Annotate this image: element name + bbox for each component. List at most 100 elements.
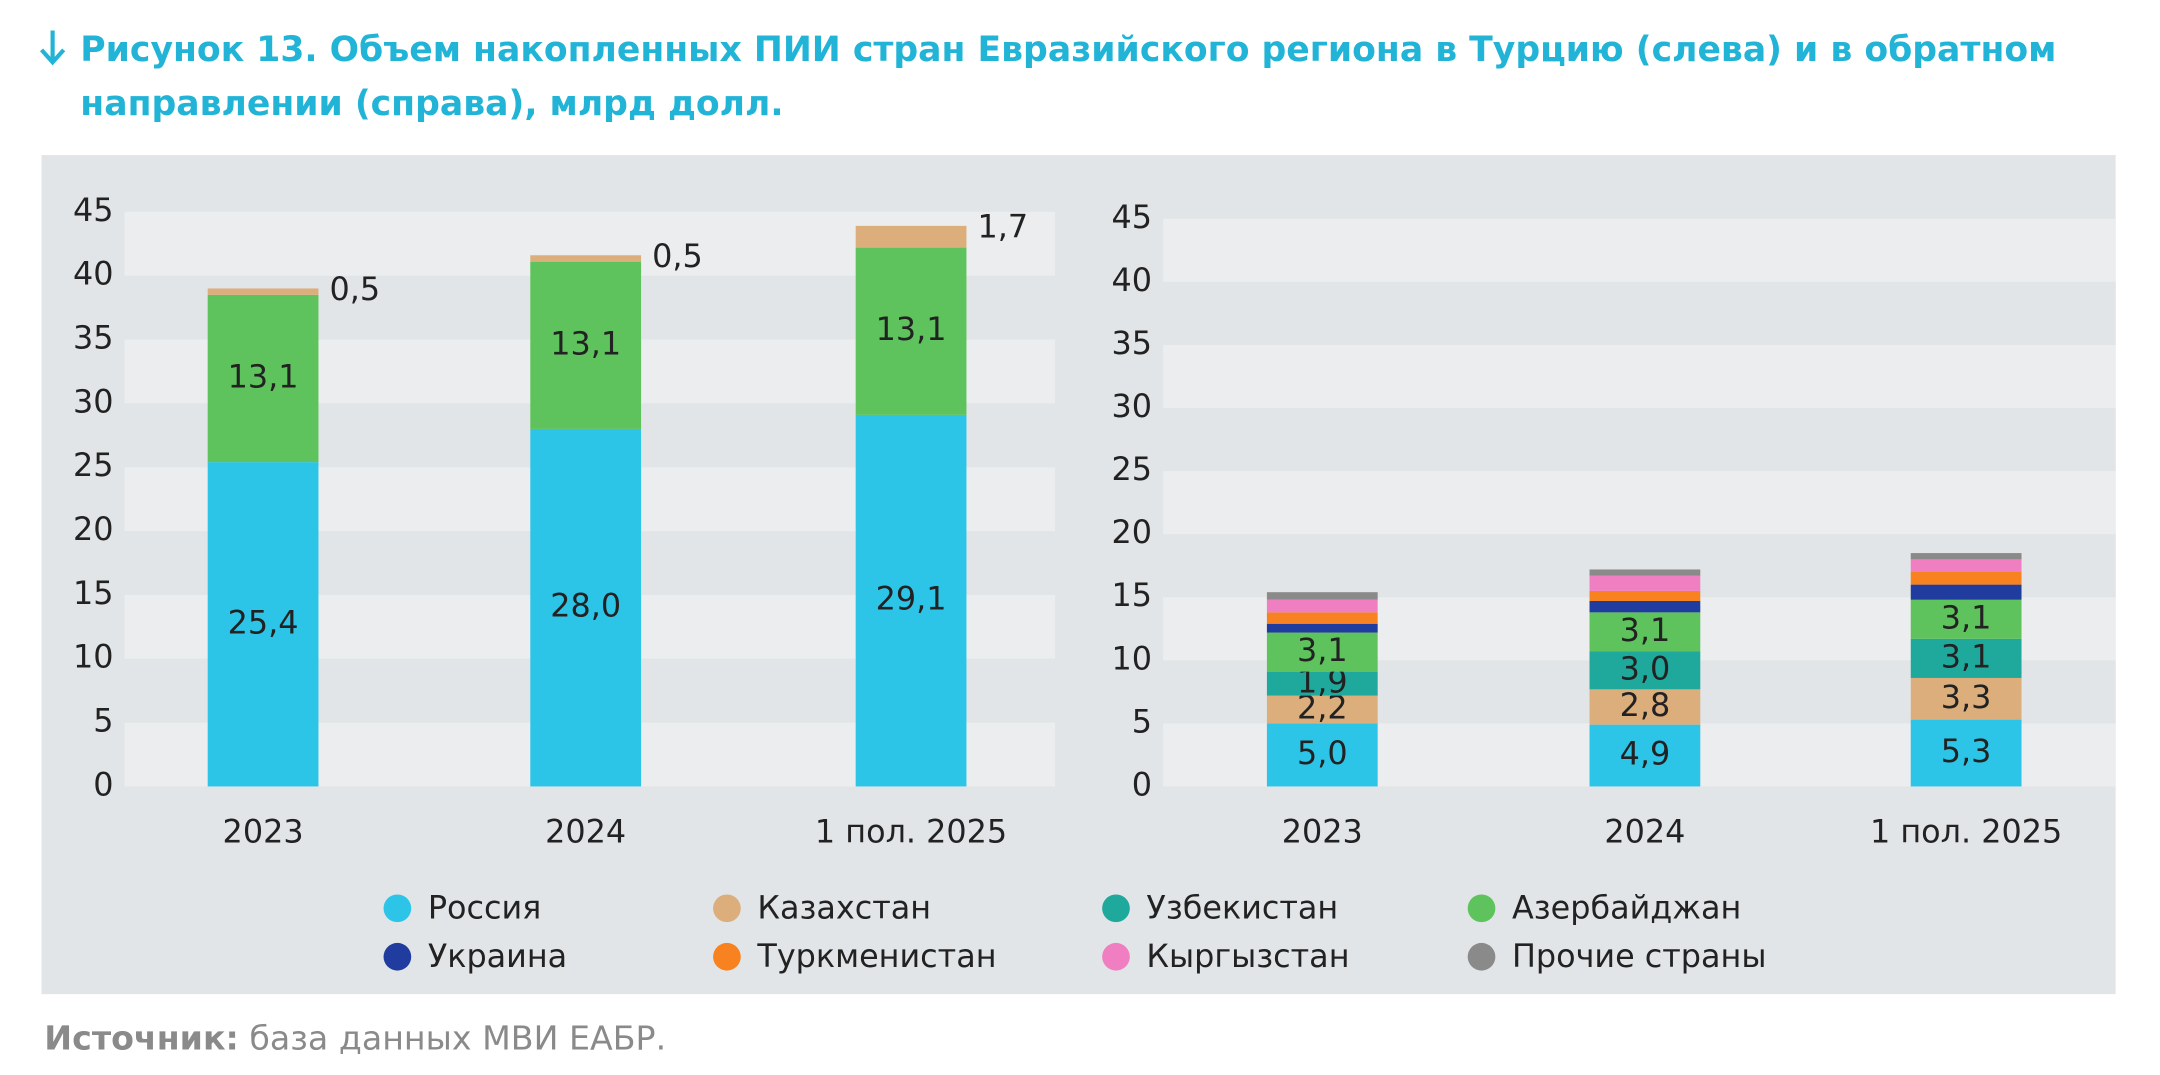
bar-segment	[1589, 575, 1701, 591]
y-tick-label: 45	[1111, 198, 1152, 236]
bar-segment	[1589, 569, 1701, 576]
source: Источник: база данных МВИ ЕАБР.	[44, 1019, 666, 1058]
value-label: 25,4	[228, 603, 299, 641]
y-tick-label: 5	[93, 702, 113, 740]
legend-marker	[1102, 942, 1130, 971]
bar-segment	[855, 247, 967, 415]
bar-segment	[855, 414, 967, 787]
bar-segment	[1266, 723, 1378, 787]
legend-label: Узбекистан	[1146, 889, 1338, 927]
value-label: 3,1	[1941, 637, 1992, 675]
y-tick-label: 35	[1111, 324, 1152, 362]
bar-segment	[530, 255, 642, 262]
legend-label: Украина	[428, 937, 567, 975]
bar-segment	[1266, 671, 1378, 696]
value-label: 3,1	[1297, 631, 1348, 669]
bar-segment	[1910, 553, 2022, 560]
y-tick-label: 30	[1111, 387, 1152, 425]
y-tick-label: 10	[1111, 639, 1152, 677]
y-tick-label: 15	[73, 574, 114, 612]
value-label: 0,5	[330, 270, 381, 308]
y-tick-label: 25	[73, 446, 114, 484]
value-label: 5,3	[1941, 732, 1992, 770]
bar-segment	[1910, 599, 2022, 639]
legend-label: Прочие страны	[1512, 937, 1767, 975]
grid-band	[1163, 471, 2116, 535]
value-label: 3,1	[1620, 611, 1671, 649]
value-label: 2,8	[1620, 686, 1671, 724]
bar-segment	[1910, 584, 2022, 600]
grid-band	[1163, 218, 2116, 282]
value-label: 13,1	[876, 310, 947, 348]
title-arrow	[39, 30, 66, 66]
bar-segment	[530, 428, 642, 787]
bar-segment	[1910, 571, 2022, 585]
bar-segment	[1266, 592, 1378, 600]
y-tick-label: 0	[93, 765, 113, 803]
grid-band	[1163, 407, 2116, 472]
value-label: 28,0	[550, 587, 621, 625]
bar-segment	[1266, 612, 1378, 624]
legend-label: Туркменистан	[756, 937, 996, 975]
bar-segment	[1266, 623, 1378, 633]
source-label: Источник:	[44, 1019, 239, 1058]
bar-segment	[1589, 689, 1701, 725]
grid-band	[1163, 344, 2116, 408]
value-label: 0,5	[652, 237, 703, 275]
value-label: 13,1	[550, 324, 621, 362]
legend-marker	[383, 942, 412, 971]
y-tick-label: 40	[73, 255, 114, 293]
bar-segment	[207, 294, 319, 463]
legend-marker	[1467, 894, 1496, 923]
bar-segment	[1589, 601, 1701, 613]
y-tick-label: 40	[1111, 261, 1152, 299]
x-tick-label: 2024	[1604, 813, 1685, 851]
y-tick-label: 10	[73, 638, 114, 676]
value-label: 5,0	[1297, 734, 1348, 772]
bar-segment	[1589, 590, 1701, 602]
bar-segment	[1910, 719, 2022, 787]
y-tick-label: 25	[1111, 450, 1152, 488]
bar-segment	[1266, 632, 1378, 672]
bar-segment	[1589, 724, 1701, 787]
x-tick-label: 1 пол. 2025	[1870, 813, 2062, 851]
bar-segment	[855, 225, 967, 248]
y-tick-label: 20	[73, 510, 114, 548]
y-tick-label: 45	[73, 191, 114, 229]
bar-segment	[207, 288, 319, 295]
bar-segment	[207, 462, 319, 787]
bar-segment	[1910, 677, 2022, 720]
bar-segment	[1589, 651, 1701, 690]
legend-label: Азербайджан	[1512, 889, 1741, 927]
legend-label: Казахстан	[757, 889, 931, 927]
value-label: 13,1	[228, 357, 299, 395]
chart-title: Рисунок 13. Объем накопленных ПИИ стран …	[80, 29, 2057, 124]
value-label: 29,1	[876, 580, 947, 618]
value-label: 1,7	[978, 208, 1029, 246]
legend-label: Россия	[428, 889, 542, 927]
y-tick-label: 30	[73, 382, 114, 420]
legend-marker	[1467, 942, 1496, 971]
y-tick-label: 0	[1132, 765, 1152, 803]
legend-marker	[713, 942, 741, 971]
legend-marker	[713, 894, 741, 923]
legend-label: Кыргызстан	[1146, 937, 1349, 975]
bar-segment	[1266, 695, 1378, 724]
bar-segment	[1910, 559, 2022, 572]
value-label: 3,0	[1620, 649, 1671, 687]
grid-band	[1163, 281, 2116, 345]
y-tick-label: 15	[1111, 576, 1152, 614]
y-tick-label: 35	[73, 319, 114, 357]
y-tick-label: 5	[1132, 702, 1152, 740]
bar-segment	[1589, 612, 1701, 652]
legend-marker	[383, 894, 412, 923]
source-text: база данных МВИ ЕАБР.	[249, 1019, 667, 1058]
bar-segment	[1910, 638, 2022, 678]
value-label: 3,1	[1941, 598, 1992, 636]
legend-marker	[1102, 894, 1130, 923]
value-label: 4,9	[1620, 735, 1671, 773]
bar-segment	[530, 261, 642, 429]
x-tick-label: 2023	[1282, 813, 1363, 851]
